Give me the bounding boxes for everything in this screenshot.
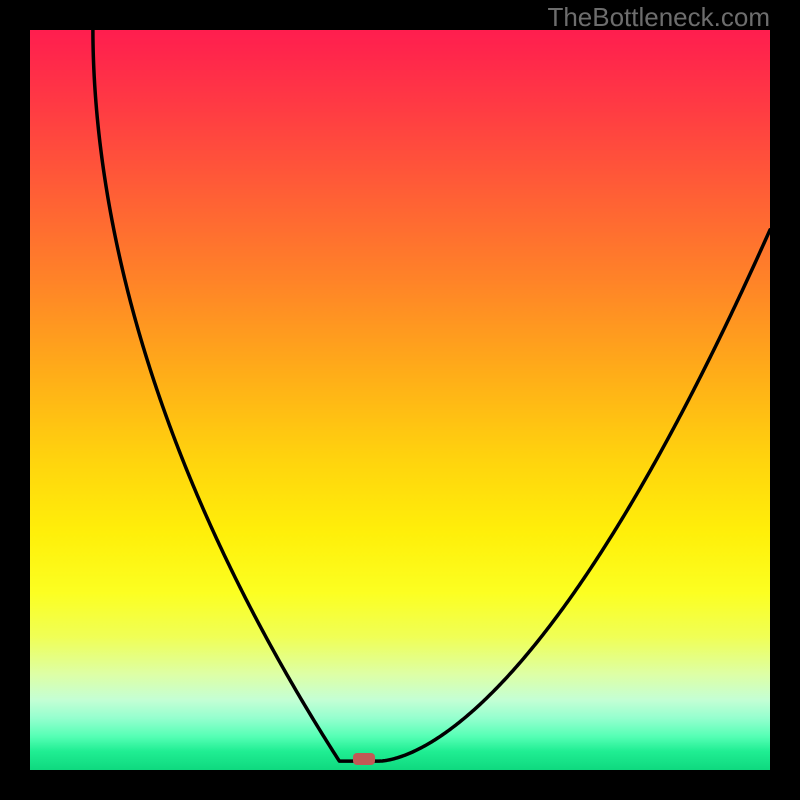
watermark-text: TheBottleneck.com <box>547 2 770 33</box>
gradient-plot-canvas <box>30 30 770 770</box>
chart-stage: TheBottleneck.com <box>0 0 800 800</box>
